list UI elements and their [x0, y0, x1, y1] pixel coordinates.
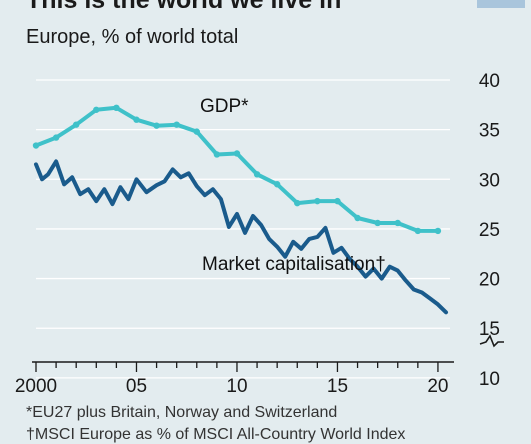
x-tick-label: 10	[226, 376, 247, 397]
y-tick-label: 30	[479, 170, 500, 191]
gdp-data-point	[72, 121, 80, 128]
gdp-data-point	[93, 106, 100, 113]
gdp-data-point	[294, 199, 301, 207]
gdp-data-point	[273, 181, 281, 188]
y-tick-label: 10	[479, 369, 500, 390]
market-cap-series-line	[34, 159, 448, 315]
brand-tag	[477, 0, 525, 8]
y-tick-label: 25	[479, 220, 500, 241]
gdp-data-point	[434, 227, 442, 235]
chart-subtitle: Europe, % of world total	[26, 26, 239, 48]
gdp-data-point	[354, 214, 361, 222]
gdp-data-point	[233, 150, 241, 157]
gdp-data-point	[193, 128, 200, 135]
gdp-data-point	[52, 134, 60, 141]
gdp-data-point	[394, 219, 401, 227]
gdp-data-point	[173, 121, 180, 128]
y-tick-label: 20	[479, 270, 500, 291]
gdp-data-point	[314, 197, 321, 205]
gdp-data-point	[374, 219, 381, 227]
series-lines	[32, 104, 448, 315]
gdp-data-point	[153, 122, 160, 129]
gdp-series-label: GDP*	[200, 96, 249, 117]
gdp-data-point	[32, 142, 40, 149]
gdp-data-point	[334, 197, 341, 205]
chart-title: This is the world we live in	[26, 0, 342, 14]
gdp-data-point	[133, 116, 140, 123]
x-tick-label: 15	[327, 376, 348, 397]
gdp-data-point	[113, 104, 120, 112]
market-cap-series-label: Market capitalisation†	[202, 254, 386, 275]
labels: 40 35 30 25 20 15 10 2000 05 10 15 20 GDP* Market cap…	[15, 71, 500, 397]
x-tick-label: 20	[427, 376, 448, 397]
y-tick-label: 35	[479, 121, 500, 142]
footnote-gdp: *EU27 plus Britain, Norway and Switzerla…	[26, 404, 338, 421]
footnote-market-cap: †MSCI Europe as % of MSCI All-Country Wo…	[26, 426, 406, 443]
x-tick-label: 05	[126, 376, 147, 397]
x-tick-label: 2000	[15, 376, 57, 397]
y-tick-label: 15	[479, 319, 500, 340]
axis-break-icon	[479, 334, 504, 348]
y-tick-label: 40	[479, 71, 500, 92]
gdp-data-point	[253, 171, 261, 178]
axes	[32, 334, 504, 372]
gdp-data-point	[213, 151, 221, 158]
gdp-data-point	[414, 227, 422, 235]
